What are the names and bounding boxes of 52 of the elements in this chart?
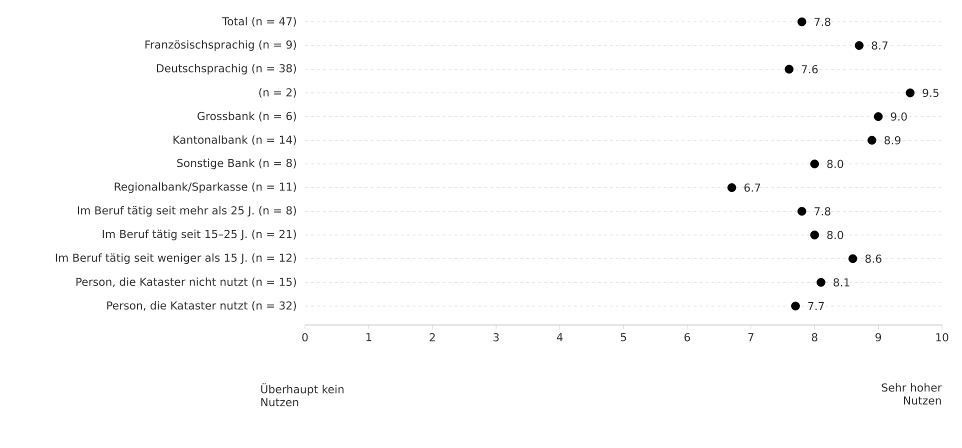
data-label: 7.8 [814,207,830,216]
point [784,64,794,74]
y-tick-label: Im Beruf tätig seit 15–25 J. (n = 21) [102,230,296,240]
text: Überhaupt kein Nutzen [261,383,344,406]
data-label: 8.1 [834,278,850,287]
y-tick-label: Sonstige Bank (n = 8) [177,158,296,170]
data-label: 7.8 [814,18,830,26]
x-tick-label: 9 [876,333,882,342]
x-tick-label: 4 [556,333,563,342]
data-label: 7.7 [808,302,824,310]
data-label: 7.6 [802,65,818,74]
point [906,88,915,98]
point [816,278,826,287]
data-label: 8.0 [827,230,844,240]
point [874,112,883,121]
data-label: 6.7 [744,183,760,192]
point [797,206,806,216]
data-label: 8.0 [827,160,844,168]
y-tick-label: Kantonalbank (n = 14) [174,135,296,146]
x-tick-label: 7 [748,333,754,342]
data-label: 9.5 [922,88,938,98]
y-tick-label: Person, die Kataster nutzt (n = 32) [107,301,296,311]
point [810,230,820,240]
data-label: 8.9 [884,136,900,144]
data-label: 9.0 [890,112,907,121]
point [727,183,736,192]
point [791,302,800,310]
y-tick-label: Total (n = 47) [222,16,296,27]
point [797,17,806,26]
y-tick-label: Im Beruf tätig seit mehr als 25 J. (n = 8) [78,206,296,217]
data-label: 8.6 [865,254,882,263]
point [854,41,864,50]
x-tick-label: 10 [936,333,948,342]
y-tick-label: Im Beruf tätig seit weniger als 15 J. (n = 12) [56,253,296,264]
y-tick-label: Person, die Kataster nicht nutzt (n = 15) [76,277,296,288]
x-tick-label: 3 [493,333,499,342]
x-tick-label: 1 [366,333,372,342]
x-tick-label: 5 [620,333,626,342]
x-tick-label: 0 [302,333,308,342]
y-tick-label: Deutschsprachig (n = 38) [156,64,296,75]
text: Sehr hoher Nutzen [882,383,942,405]
y-tick-label: Französischsprachig (n = 9) [145,40,296,51]
y-tick-label: Regionalbank/Sparkasse (n = 11) [114,182,296,193]
y-tick-label: Grossbank (n = 6) [198,112,296,122]
y-tick-label: (n = 2) [259,88,296,98]
point [868,136,876,145]
point [810,160,820,168]
data-label: 8.7 [872,41,888,50]
x-tick-label: 8 [812,333,818,342]
point [848,254,858,264]
x-tick-label: 6 [684,333,690,342]
x-tick-label: 2 [430,333,435,342]
